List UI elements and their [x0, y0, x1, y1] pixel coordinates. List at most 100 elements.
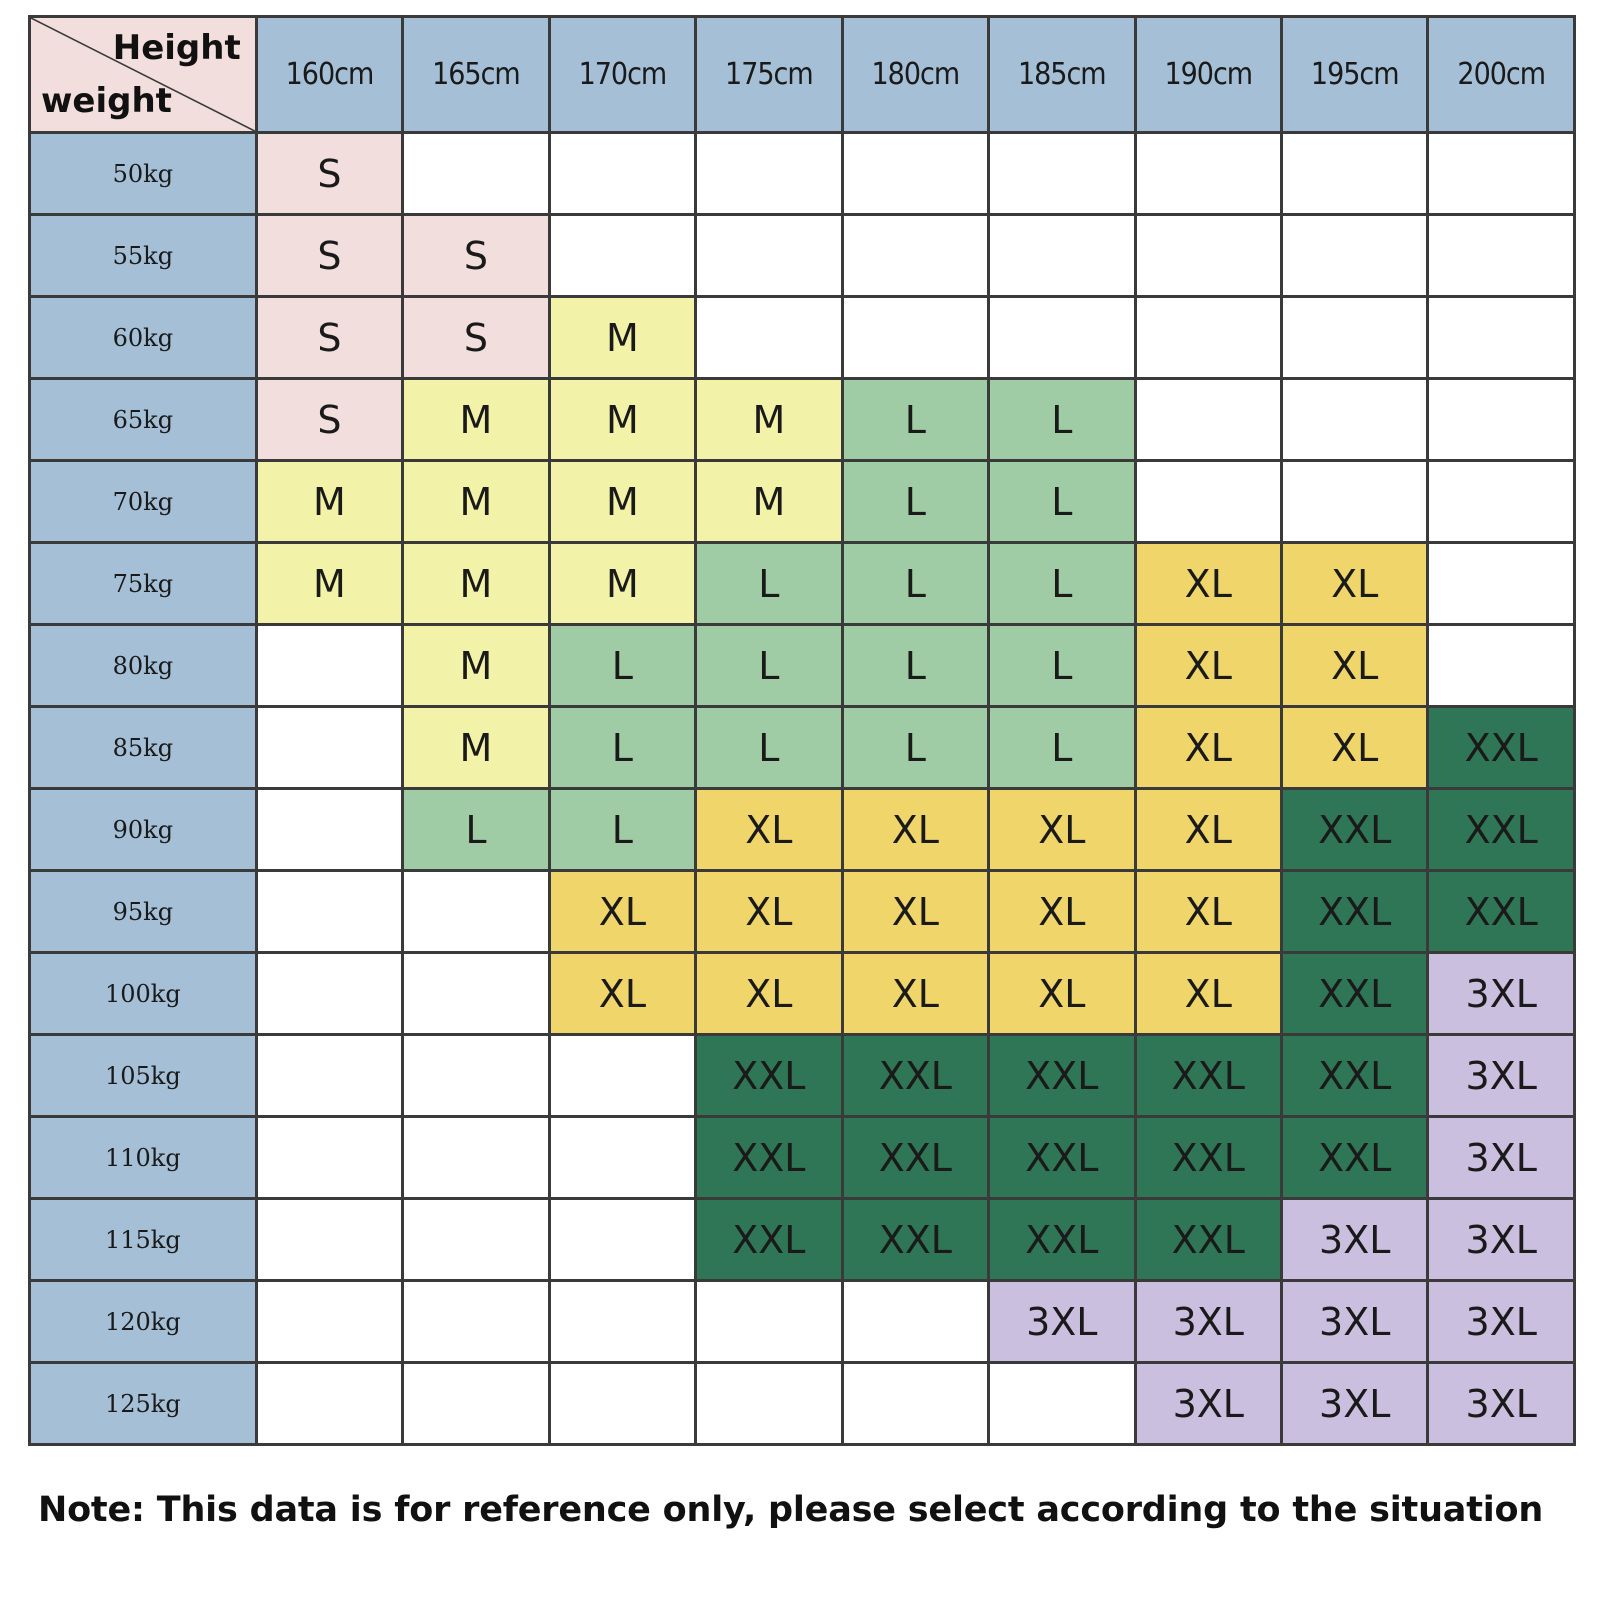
- weight-header-75kg: 75kg: [28, 541, 258, 626]
- empty-cell: [547, 213, 698, 298]
- empty-cell: [840, 295, 991, 380]
- size-cell: 3XL: [987, 1279, 1137, 1364]
- size-cell: L: [694, 623, 844, 708]
- empty-cell: [1279, 459, 1430, 544]
- empty-cell: [1426, 377, 1576, 462]
- size-cell: XL: [547, 951, 698, 1036]
- empty-cell: [547, 1033, 698, 1118]
- size-cell: XXL: [987, 1033, 1137, 1118]
- empty-cell: [987, 131, 1137, 216]
- empty-cell: [401, 1197, 551, 1282]
- height-header-195cm: 195cm: [1279, 15, 1430, 134]
- weight-row-55kg: 55kg S S: [28, 213, 1576, 298]
- height-header-190cm: 190cm: [1133, 15, 1284, 134]
- size-cell: L: [987, 623, 1137, 708]
- size-cell: 3XL: [1426, 1279, 1576, 1364]
- corner-header-cell: Height weight: [28, 15, 258, 134]
- size-cell: M: [401, 377, 551, 462]
- empty-cell: [401, 1115, 551, 1200]
- empty-cell: [401, 1279, 551, 1364]
- size-cell: XXL: [1426, 869, 1576, 954]
- size-cell: XL: [694, 951, 844, 1036]
- size-cell: M: [401, 623, 551, 708]
- empty-cell: [1279, 377, 1430, 462]
- empty-cell: [254, 1115, 405, 1200]
- size-cell: M: [547, 459, 698, 544]
- empty-cell: [254, 1361, 405, 1446]
- empty-cell: [1426, 213, 1576, 298]
- weight-row-95kg: 95kg XL XL XL XL XL XXL XXL: [28, 869, 1576, 954]
- weight-header-100kg: 100kg: [28, 951, 258, 1036]
- empty-cell: [1426, 541, 1576, 626]
- size-cell: 3XL: [1426, 1197, 1576, 1282]
- weight-header-125kg: 125kg: [28, 1361, 258, 1446]
- size-cell: XXL: [1279, 1115, 1430, 1200]
- weight-header-85kg: 85kg: [28, 705, 258, 790]
- size-cell: 3XL: [1279, 1279, 1430, 1364]
- empty-cell: [254, 1197, 405, 1282]
- weight-row-60kg: 60kg S S M: [28, 295, 1576, 380]
- reference-note: Note: This data is for reference only, p…: [38, 1490, 1544, 1530]
- size-chart-table: Height weight 160cm 165cm 170cm 175cm 180cm 1…: [28, 15, 1576, 1446]
- size-cell: L: [987, 541, 1137, 626]
- empty-cell: [987, 213, 1137, 298]
- size-cell: XXL: [694, 1115, 844, 1200]
- size-cell: L: [840, 623, 991, 708]
- size-cell: S: [401, 213, 551, 298]
- size-cell: M: [547, 377, 698, 462]
- size-cell: XXL: [1426, 705, 1576, 790]
- empty-cell: [401, 1033, 551, 1118]
- size-cell: XL: [1279, 705, 1430, 790]
- size-cell: XL: [987, 951, 1137, 1036]
- weight-header-55kg: 55kg: [28, 213, 258, 298]
- empty-cell: [694, 295, 844, 380]
- size-cell: XXL: [694, 1033, 844, 1118]
- size-cell: L: [547, 787, 698, 872]
- empty-cell: [254, 787, 405, 872]
- empty-cell: [1133, 459, 1284, 544]
- size-cell: L: [547, 623, 698, 708]
- empty-cell: [987, 295, 1137, 380]
- size-cell: L: [987, 705, 1137, 790]
- height-header-175cm: 175cm: [694, 15, 844, 134]
- size-cell: M: [547, 295, 698, 380]
- empty-cell: [547, 131, 698, 216]
- size-cell: 3XL: [1279, 1197, 1430, 1282]
- size-cell: XXL: [1279, 787, 1430, 872]
- size-cell: XXL: [840, 1197, 991, 1282]
- empty-cell: [401, 131, 551, 216]
- size-cell: 3XL: [1426, 1361, 1576, 1446]
- weight-header-95kg: 95kg: [28, 869, 258, 954]
- empty-cell: [694, 1361, 844, 1446]
- diagonal-divider-line: [31, 18, 255, 131]
- size-cell: XL: [840, 787, 991, 872]
- empty-cell: [254, 1279, 405, 1364]
- empty-cell: [987, 1361, 1137, 1446]
- size-cell: 3XL: [1133, 1279, 1284, 1364]
- size-cell: XXL: [694, 1197, 844, 1282]
- weight-row-70kg: 70kg M M M M L L: [28, 459, 1576, 544]
- size-cell: XL: [840, 951, 991, 1036]
- size-cell: L: [401, 787, 551, 872]
- corner-height-label: Height: [112, 28, 241, 68]
- size-cell: 3XL: [1426, 951, 1576, 1036]
- size-cell: S: [254, 295, 405, 380]
- empty-cell: [1133, 213, 1284, 298]
- size-cell: XL: [987, 787, 1137, 872]
- size-cell: XXL: [1279, 1033, 1430, 1118]
- height-header-180cm: 180cm: [840, 15, 991, 134]
- size-cell: XL: [1133, 787, 1284, 872]
- empty-cell: [694, 213, 844, 298]
- weight-header-65kg: 65kg: [28, 377, 258, 462]
- empty-cell: [1426, 131, 1576, 216]
- size-cell: 3XL: [1133, 1361, 1284, 1446]
- empty-cell: [547, 1115, 698, 1200]
- size-cell: 3XL: [1426, 1115, 1576, 1200]
- weight-row-115kg: 115kg XXL XXL XXL XXL 3XL 3XL: [28, 1197, 1576, 1282]
- corner-weight-label: weight: [41, 81, 172, 121]
- size-cell: XXL: [1133, 1197, 1284, 1282]
- empty-cell: [547, 1361, 698, 1446]
- size-cell: L: [987, 377, 1137, 462]
- weight-header-70kg: 70kg: [28, 459, 258, 544]
- empty-cell: [401, 1361, 551, 1446]
